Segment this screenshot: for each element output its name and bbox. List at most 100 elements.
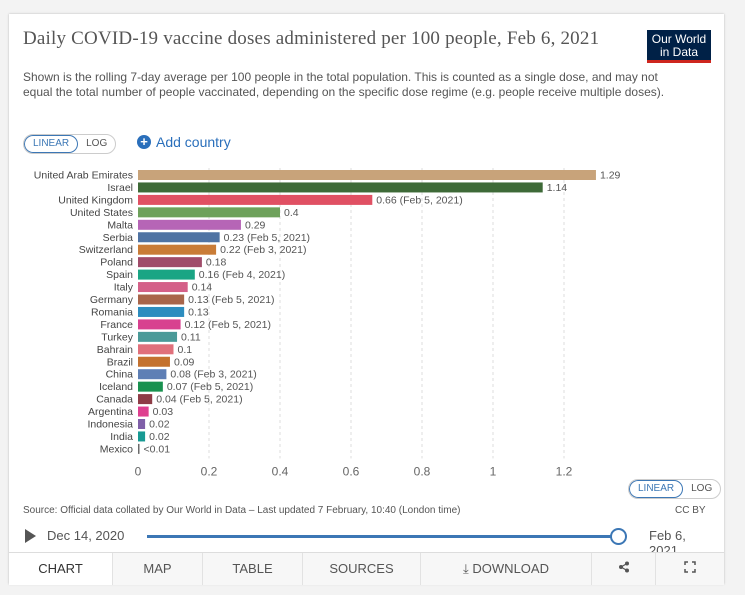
plus-icon: + [137, 135, 151, 149]
category-label: Turkey [101, 331, 133, 343]
category-label: Spain [106, 269, 133, 281]
tab-sources[interactable]: SOURCES [303, 553, 421, 585]
owid-logo[interactable]: Our World in Data [647, 30, 711, 63]
bar [138, 406, 149, 417]
category-label: Germany [90, 294, 134, 306]
value-label: 0.14 [192, 282, 213, 294]
chart-card: Daily COVID-19 vaccine doses administere… [9, 14, 724, 585]
category-label: Argentina [88, 406, 133, 418]
x-tick-label: 0.6 [343, 464, 360, 478]
bar [138, 331, 178, 342]
value-label: 0.13 [188, 306, 209, 318]
tab-fullscreen[interactable] [656, 553, 724, 585]
value-label: 0.18 [206, 257, 227, 269]
category-label: Romania [91, 306, 133, 318]
x-tick-label: 0 [135, 464, 142, 478]
tab-chart[interactable]: CHART [9, 553, 113, 585]
x-tick-label: 1 [490, 464, 497, 478]
timeline: Dec 14, 2020 Feb 6, 2021 [23, 526, 713, 558]
bar-chart: 0 0.2 0.4 0.6 0.8 1 1.2 United Arab Emirates 1.2… [34, 168, 621, 478]
bar [138, 306, 185, 317]
category-label: United Arab Emirates [34, 170, 133, 182]
source-note[interactable]: Source: Official data collated by Our Wo… [23, 505, 461, 516]
tab-download[interactable]: ⤓ DOWNLOAD [421, 553, 592, 585]
bar [138, 319, 181, 330]
bar [138, 182, 543, 193]
bar [138, 443, 140, 454]
category-label: India [110, 431, 133, 443]
value-label: 0.11 [181, 331, 201, 343]
x-tick-label: 1.2 [556, 464, 573, 478]
log-scale-button[interactable]: LOG [86, 138, 108, 149]
license-link[interactable]: CC BY [675, 505, 706, 516]
category-label: Malta [107, 219, 133, 231]
value-label: 0.03 [153, 406, 174, 418]
bar [138, 369, 167, 380]
value-label: 0.4 [284, 207, 299, 219]
value-label: 0.02 [149, 419, 170, 431]
bar [138, 232, 220, 243]
bar [138, 257, 202, 268]
value-label: 0.07 (Feb 5, 2021) [167, 381, 253, 393]
category-label: United Kingdom [58, 194, 133, 206]
scale-toggle-top: LINEAR LOG [23, 134, 117, 154]
category-label: China [106, 369, 134, 381]
log-scale-button-bottom[interactable]: LOG [691, 483, 713, 494]
bar [138, 194, 373, 205]
add-country-button[interactable]: + Add country [137, 134, 231, 150]
value-label: 0.08 (Feb 3, 2021) [170, 369, 256, 381]
value-label: 0.02 [149, 431, 170, 443]
bar [138, 431, 146, 442]
category-label: Canada [96, 394, 133, 406]
category-label: Switzerland [79, 244, 133, 256]
bar [138, 219, 241, 230]
bar [138, 294, 185, 305]
linear-scale-button-bottom[interactable]: LINEAR [629, 480, 684, 498]
category-label: Bahrain [97, 344, 133, 356]
bar [138, 244, 217, 255]
value-label: 1.14 [547, 182, 568, 194]
tab-share[interactable] [592, 553, 656, 585]
bar [138, 269, 195, 280]
bar [138, 344, 174, 355]
category-label: Serbia [103, 232, 134, 244]
scale-toggle-bottom: LINEAR LOG [628, 479, 722, 499]
category-label: France [100, 319, 133, 331]
tab-map[interactable]: MAP [113, 553, 203, 585]
category-label: Mexico [100, 443, 133, 455]
fullscreen-icon [684, 561, 696, 573]
value-label: 0.22 (Feb 3, 2021) [220, 244, 306, 256]
play-icon[interactable] [25, 529, 36, 543]
chart-subtitle: Shown is the rolling 7-day average per 1… [23, 70, 665, 99]
tab-download-label: DOWNLOAD [472, 561, 549, 576]
timeline-start-date: Dec 14, 2020 [47, 528, 125, 543]
linear-scale-button[interactable]: LINEAR [24, 135, 79, 153]
value-label: 0.13 (Feb 5, 2021) [188, 294, 274, 306]
value-label: 0.16 (Feb 4, 2021) [199, 269, 285, 281]
share-icon [618, 561, 629, 573]
bar [138, 207, 280, 218]
bar [138, 170, 596, 180]
bar [138, 394, 153, 405]
x-tick-label: 0.8 [414, 464, 431, 478]
bar [138, 419, 146, 429]
category-label: Israel [107, 182, 133, 194]
category-label: Indonesia [87, 419, 133, 431]
value-label: 0.12 (Feb 5, 2021) [185, 319, 271, 331]
x-tick-label: 0.2 [201, 464, 218, 478]
tab-table[interactable]: TABLE [203, 553, 303, 585]
add-country-label: Add country [156, 134, 231, 150]
timeline-track[interactable] [147, 535, 617, 538]
bar [138, 282, 188, 293]
category-label: Iceland [99, 381, 133, 393]
bar [138, 356, 170, 367]
logo-line2: in Data [659, 45, 699, 59]
value-label: 1.29 [600, 170, 621, 182]
value-label: 0.1 [178, 344, 193, 356]
download-icon: ⤓ [463, 561, 469, 576]
category-label: Italy [114, 282, 134, 294]
timeline-handle[interactable] [610, 528, 627, 545]
category-label: Brazil [107, 356, 133, 368]
value-label: <0.01 [144, 443, 171, 455]
x-tick-label: 0.4 [272, 464, 289, 478]
